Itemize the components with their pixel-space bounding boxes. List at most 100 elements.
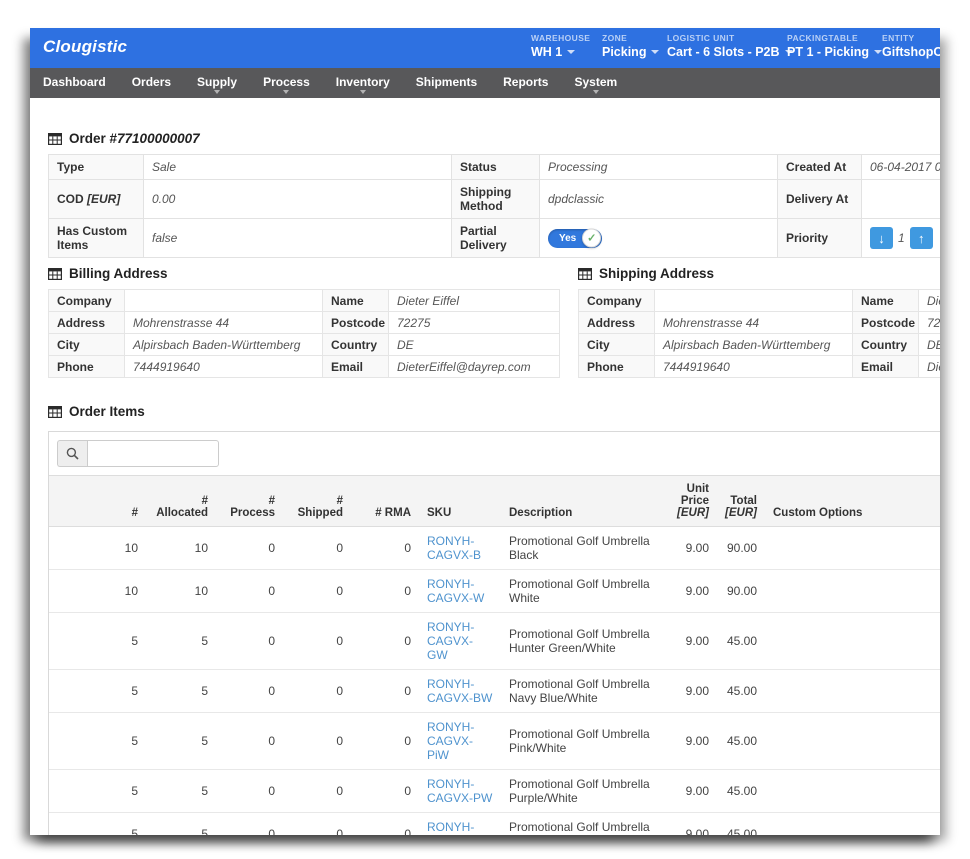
order-items-title: Order Items — [48, 404, 940, 419]
zone-selector-value: Picking — [602, 45, 647, 59]
nav-item-supply[interactable]: Supply — [184, 68, 250, 98]
col-header-custom-options[interactable]: Custom Options — [765, 475, 940, 527]
item-description: Promotional Golf Umbrella Hunter Green/W… — [501, 612, 667, 670]
logistic-unit-selector[interactable]: LOGISTIC UNIT Cart - 6 Slots - P2B — [667, 33, 793, 59]
sku-link[interactable]: RONYH-CAGVX-BW — [427, 677, 493, 705]
priority-decrease-button[interactable]: ↓ — [870, 227, 893, 249]
logistic-unit-selector-value: Cart - 6 Slots - P2B — [667, 45, 780, 59]
partial-delivery-label: Partial Delivery — [451, 218, 540, 258]
nav-item-dashboard[interactable]: Dashboard — [43, 74, 106, 89]
col-header-process[interactable]: # Process — [216, 475, 283, 527]
table-icon — [48, 132, 62, 145]
chevron-down-icon — [651, 50, 660, 54]
sku-link[interactable]: RONYH-CAGVX-RW — [427, 820, 493, 835]
chevron-down-icon — [359, 89, 366, 94]
sku-link[interactable]: RONYH-CAGVX-GW — [427, 620, 475, 662]
col-header-sku[interactable]: SKU — [419, 475, 501, 527]
delivery-at-value — [861, 179, 940, 219]
nav-item-process[interactable]: Process — [250, 68, 323, 98]
has-custom-items-label: Has Custom Items — [48, 218, 144, 258]
nav-item-orders[interactable]: Orders — [131, 74, 172, 89]
packingtable-selector[interactable]: PACKINGTABLE PT 1 - Picking — [787, 33, 882, 59]
check-icon: ✓ — [582, 228, 602, 248]
item-custom-options — [765, 526, 940, 570]
item-custom-options — [765, 669, 940, 713]
priority-control: ↓ 1 ↑ — [870, 227, 933, 249]
cod-label: COD [EUR] — [48, 179, 144, 219]
chevron-down-icon — [214, 89, 221, 94]
items-header-row: # # Allocated # Process # Shipped # RMA … — [49, 475, 940, 527]
shipping-method-label: Shipping Method — [451, 179, 540, 219]
type-value: Sale — [143, 154, 452, 180]
status-value: Processing — [539, 154, 778, 180]
col-header-description[interactable]: Description — [501, 475, 667, 527]
order-details-table: Type Sale Status Processing Created At 0… — [48, 154, 940, 258]
sku-link[interactable]: RONYH-CAGVX-B — [427, 534, 482, 562]
sku-link[interactable]: RONYH-CAGVX-PW — [427, 777, 493, 805]
col-header-rma[interactable]: # RMA — [351, 475, 419, 527]
order-section-title: Order #77100000007 — [48, 131, 940, 146]
delivery-at-label: Delivery At — [777, 179, 862, 219]
billing-address-table: Company Name Dieter Eiffel Address Mohrens… — [48, 289, 560, 378]
item-row: 10 10 0 0 0 RONYH-CAGVX-B Promotional Golf U… — [49, 526, 940, 570]
table-row: City Alpirsbach Baden-Württemberg Country… — [578, 333, 940, 356]
shipping-method-value: dpdclassic — [539, 179, 778, 219]
entity-selector[interactable]: ENTITY GiftshopOnl — [882, 33, 940, 59]
toggle-state-label: Yes — [559, 232, 577, 244]
nav-item-inventory[interactable]: Inventory — [323, 68, 403, 98]
packingtable-selector-value: PT 1 - Picking — [787, 45, 869, 59]
items-search-input[interactable] — [87, 440, 219, 467]
order-items-panel: # # Allocated # Process # Shipped # RMA … — [48, 431, 940, 835]
col-header-qty[interactable]: # — [49, 475, 146, 527]
order-number: 77100000007 — [117, 131, 200, 146]
item-description: Promotional Golf Umbrella Red/White — [501, 812, 667, 835]
shipping-address-title: Shipping Address — [578, 266, 940, 281]
warehouse-selector[interactable]: WAREHOUSE WH 1 — [531, 33, 590, 59]
col-header-unit-price[interactable]: Unit Price [EUR] — [667, 475, 717, 527]
priority-label: Priority — [777, 218, 862, 258]
col-header-shipped[interactable]: # Shipped — [283, 475, 351, 527]
partial-delivery-toggle[interactable]: Yes ✓ — [548, 228, 603, 248]
entity-selector-value: GiftshopOnl — [882, 45, 940, 59]
item-description: Promotional Golf Umbrella White — [501, 569, 667, 613]
item-description: Promotional Golf Umbrella Navy Blue/Whit… — [501, 669, 667, 713]
search-icon — [66, 447, 79, 460]
table-row: Has Custom Items false Partial Delivery … — [48, 218, 940, 258]
zone-selector[interactable]: ZONE Picking — [602, 33, 660, 59]
sku-link[interactable]: RONYH-CAGVX-W — [427, 577, 485, 605]
col-header-total[interactable]: Total [EUR] — [717, 475, 765, 527]
has-custom-items-value: false — [143, 218, 452, 258]
search-icon-box — [57, 440, 87, 467]
table-icon — [578, 267, 592, 280]
table-icon — [48, 267, 62, 280]
nav-item-shipments[interactable]: Shipments — [415, 74, 478, 89]
warehouse-selector-label: WAREHOUSE — [531, 33, 591, 43]
item-custom-options — [765, 569, 940, 613]
nav-item-system[interactable]: System — [561, 68, 630, 98]
item-row: 10 10 0 0 0 RONYH-CAGVX-W Promotional Golf U… — [49, 569, 940, 613]
packingtable-selector-label: PACKINGTABLE — [787, 33, 859, 43]
col-header-allocated[interactable]: # Allocated — [146, 475, 216, 527]
chevron-down-icon — [592, 89, 599, 94]
app-window: Clougistic WAREHOUSE WH 1 ZONE Picking L… — [30, 28, 940, 835]
chevron-down-icon — [873, 50, 882, 54]
priority-increase-button[interactable]: ↑ — [909, 227, 933, 249]
item-description: Promotional Golf Umbrella Black — [501, 526, 667, 570]
logistic-unit-selector-label: LOGISTIC UNIT — [667, 33, 735, 43]
priority-value: 1 — [898, 231, 905, 245]
chevron-down-icon — [567, 50, 576, 54]
arrow-up-icon: ↑ — [917, 230, 925, 246]
table-icon — [48, 405, 62, 418]
item-description: Promotional Golf Umbrella Purple/White — [501, 769, 667, 813]
table-row: City Alpirsbach Baden-Württemberg Country… — [48, 333, 560, 356]
nav-item-reports[interactable]: Reports — [503, 74, 549, 89]
sku-link[interactable]: RONYH-CAGVX-PiW — [427, 720, 475, 762]
